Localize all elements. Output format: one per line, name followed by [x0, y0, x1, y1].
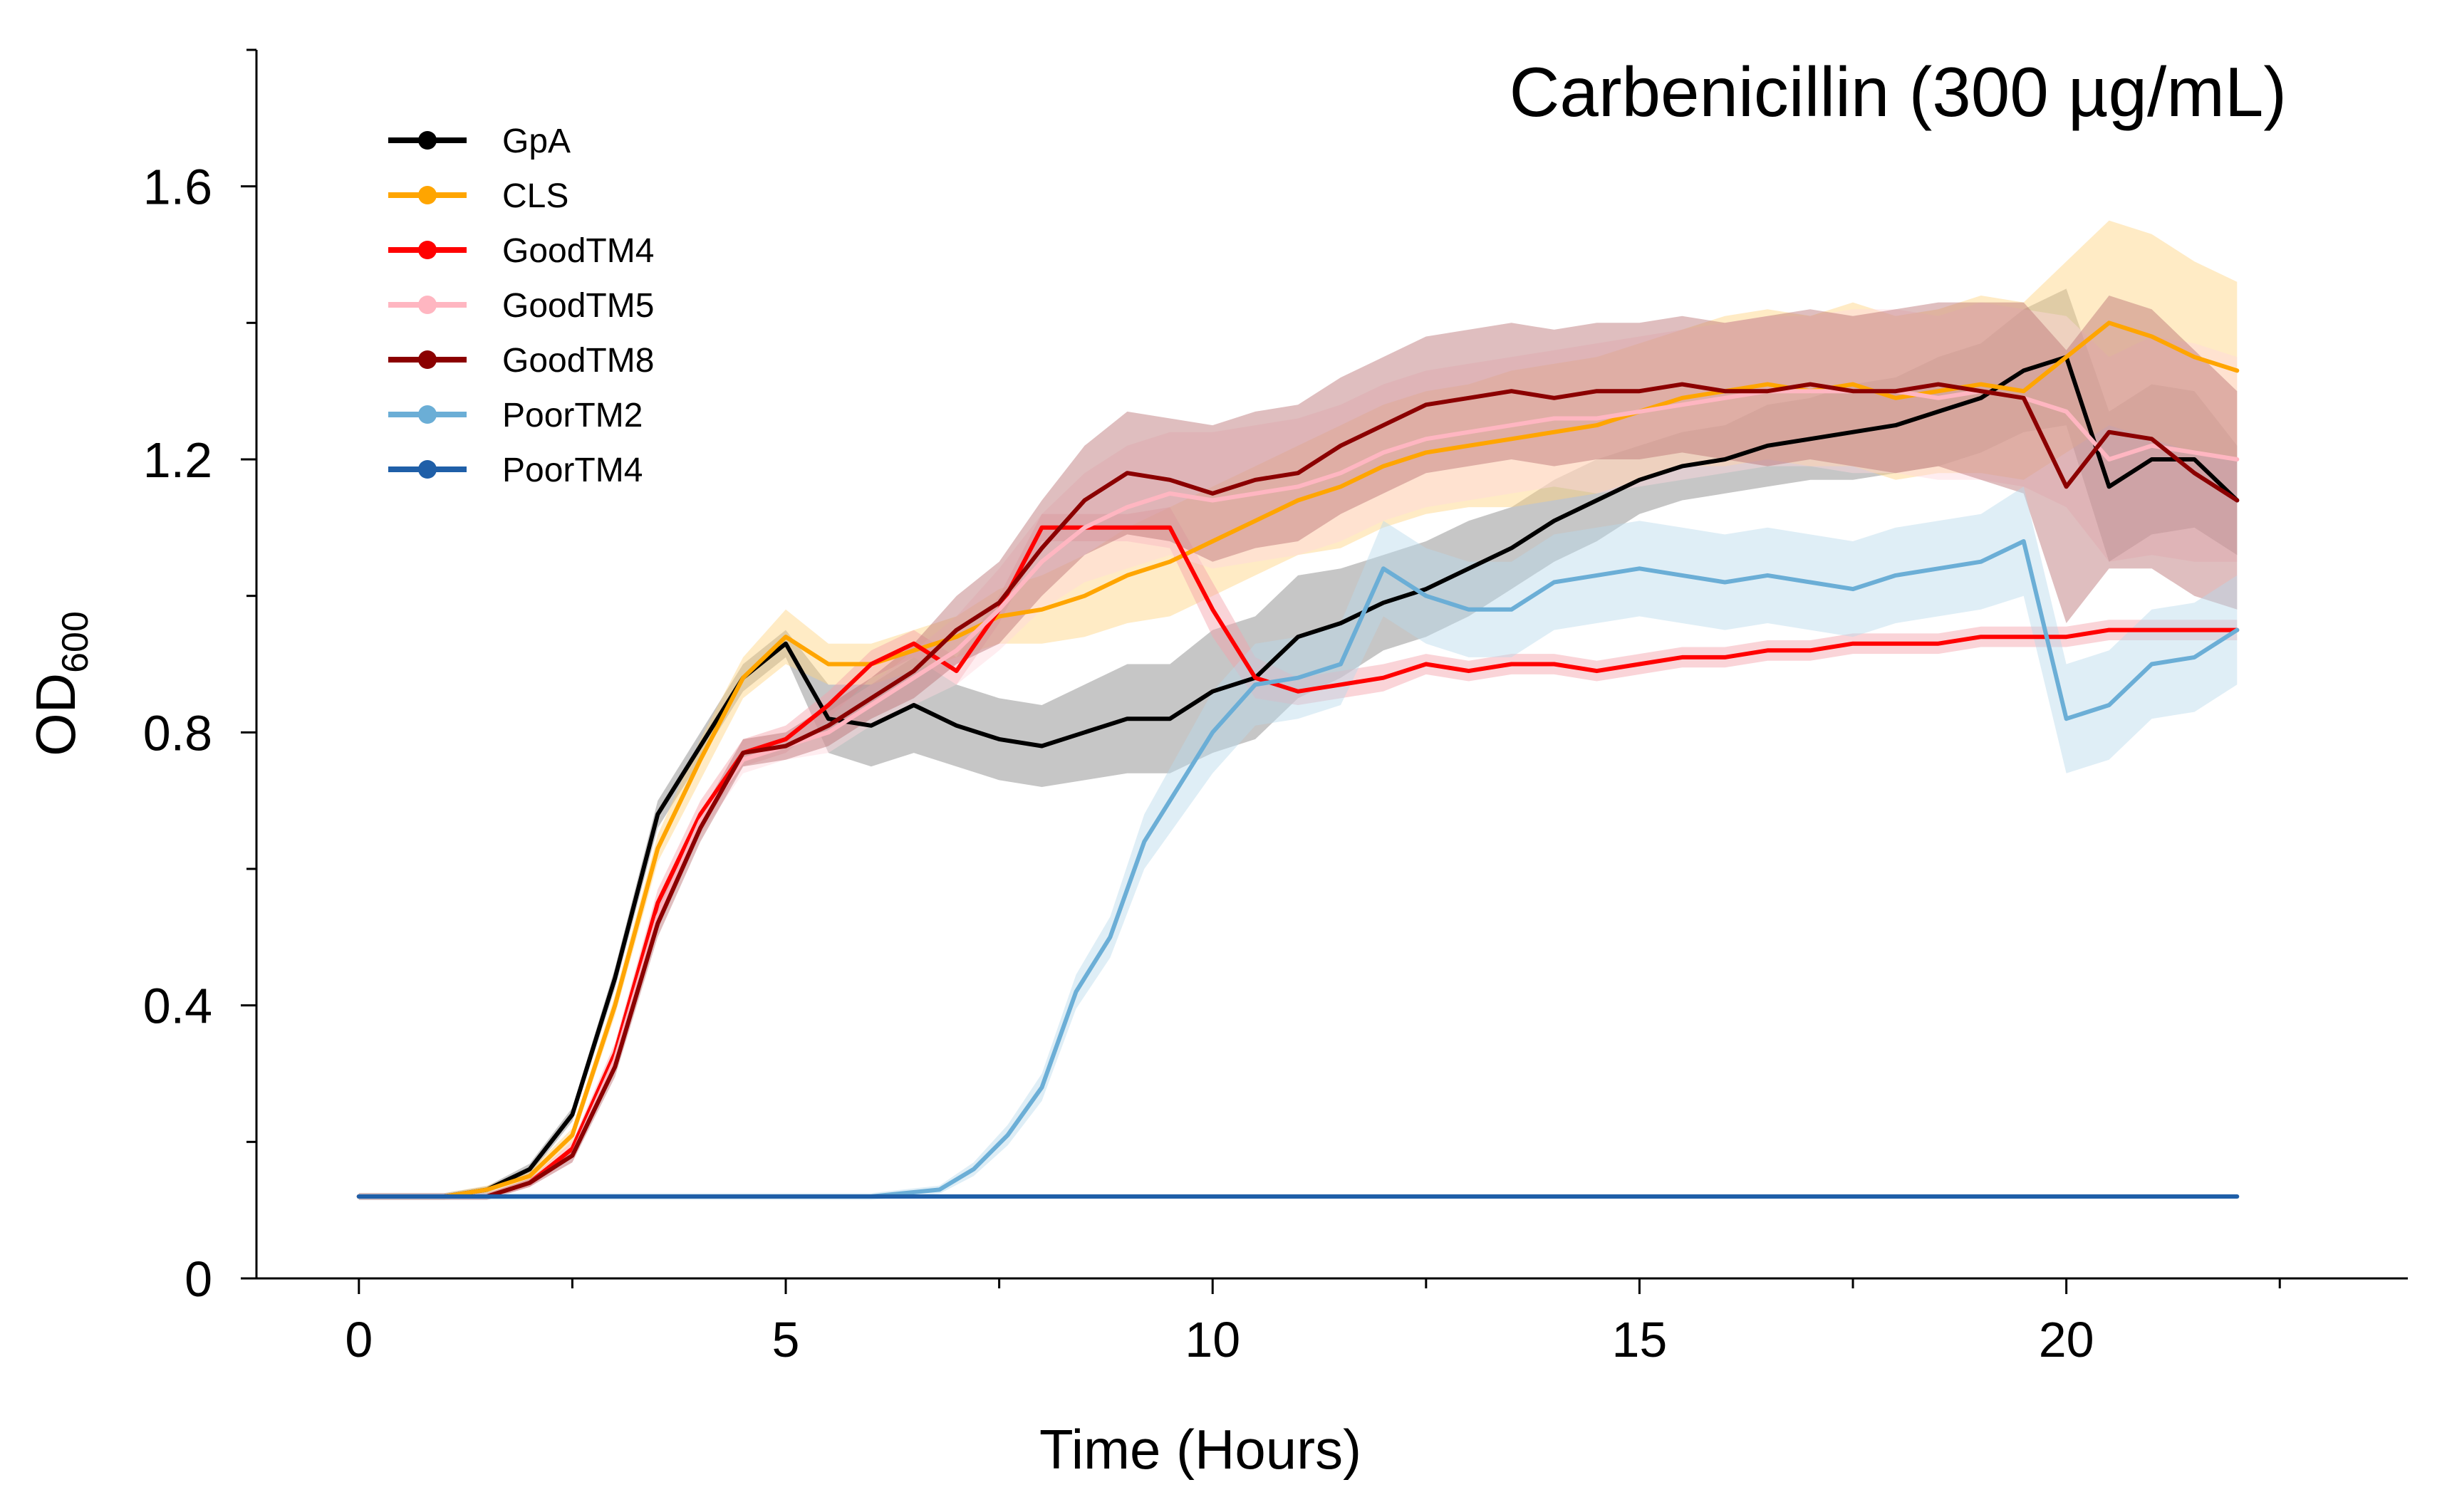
series-line-gpa — [356, 355, 2240, 1199]
legend-label: CLS — [502, 177, 568, 215]
legend-marker — [418, 241, 437, 259]
series-line-cls — [356, 320, 2240, 1199]
y-axis-label-subscript: 600 — [55, 611, 96, 673]
axes: 0 5 10 15 20 0 0.4 0.8 1.2 1.6 — [143, 48, 2408, 1367]
series-line-goodtm5 — [356, 389, 2240, 1199]
legend-label: GoodTM4 — [502, 232, 654, 270]
x-tick-label: 5 — [772, 1312, 800, 1367]
series-line-goodtm4 — [356, 525, 2240, 1199]
error-band-goodtm5 — [358, 302, 2238, 1200]
y-tick-label: 1.6 — [143, 160, 212, 215]
x-tick-label: 0 — [345, 1312, 373, 1367]
legend-item-poortm2: PoorTM2 — [388, 397, 643, 434]
y-axis-label: OD600 — [24, 611, 96, 756]
series-line-goodtm8 — [356, 382, 2240, 1199]
error-band-cls — [358, 220, 2238, 1200]
legend-item-cls: CLS — [388, 177, 568, 215]
legend-marker — [418, 296, 437, 314]
legend-marker — [418, 460, 437, 479]
error-band-goodtm8 — [358, 296, 2238, 1200]
legend-marker — [418, 186, 437, 204]
error-band-gpa — [358, 288, 2238, 1200]
y-tick-label: 0.4 — [143, 979, 212, 1034]
legend-label: GoodTM5 — [502, 287, 654, 325]
legend-item-goodtm4: GoodTM4 — [388, 232, 654, 270]
legend-label: PoorTM2 — [502, 397, 643, 434]
y-tick-label: 1.2 — [143, 432, 212, 488]
legend-item-goodtm5: GoodTM5 — [388, 287, 654, 325]
legend-item-goodtm8: GoodTM8 — [388, 342, 654, 380]
legend-label: PoorTM4 — [502, 452, 643, 489]
x-axis-label: Time (Hours) — [1039, 1418, 1361, 1481]
y-tick-label: 0 — [185, 1251, 212, 1307]
x-tick-label: 15 — [1611, 1312, 1667, 1367]
legend-marker — [418, 405, 437, 424]
legend: GpA CLS GoodTM4 GoodTM5 GoodTM8 PoorTM2 PoorTM… — [388, 122, 654, 489]
legend-label: GpA — [502, 122, 571, 160]
x-tick-label: 10 — [1185, 1312, 1240, 1367]
x-tick-label: 20 — [2039, 1312, 2094, 1367]
legend-label: GoodTM8 — [502, 342, 654, 380]
chart-title: Carbenicillin (300 µg/mL) — [1510, 53, 2287, 131]
y-axis-label-main: OD — [24, 673, 87, 756]
legend-item-gpa: GpA — [388, 122, 571, 160]
legend-marker — [418, 350, 437, 369]
series-lines — [356, 320, 2240, 1199]
y-tick-label: 0.8 — [143, 705, 212, 761]
legend-marker — [418, 131, 437, 150]
series-line-poortm2 — [356, 539, 2240, 1199]
legend-item-poortm4: PoorTM4 — [388, 452, 643, 489]
